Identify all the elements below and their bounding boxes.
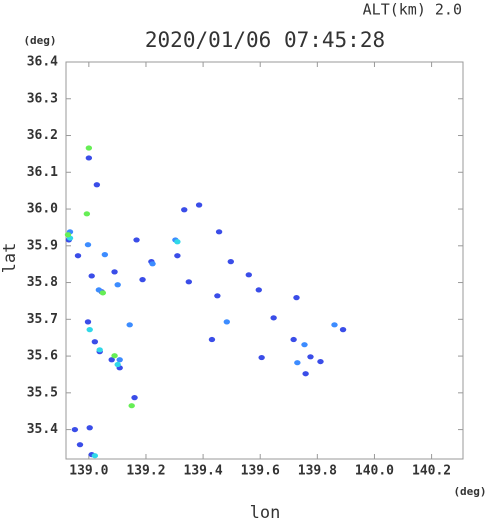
echo-cell <box>294 360 301 366</box>
echo-cell <box>126 322 133 328</box>
echo-cell <box>111 353 118 359</box>
echo-cell <box>208 336 216 343</box>
echo-cell <box>339 327 347 333</box>
y-axis-label: lat <box>0 243 20 274</box>
y-unit: (deg) <box>23 34 56 47</box>
echo-cell <box>86 327 93 333</box>
echo-cell <box>258 354 265 361</box>
x-tick-label: 140.2 <box>412 464 451 479</box>
y-tick-label: 36.1 <box>27 165 58 180</box>
echo-cell <box>301 342 308 348</box>
echo-cell <box>149 261 156 267</box>
x-tick-label: 139.6 <box>241 464 280 479</box>
y-tick-label: 36.0 <box>27 202 58 217</box>
echo-cell <box>139 277 146 283</box>
echo-cell <box>99 290 107 296</box>
x-tick-label: 139.8 <box>298 464 337 479</box>
echo-cell <box>85 145 93 151</box>
echo-cell <box>114 361 121 368</box>
echo-cell <box>88 273 95 279</box>
y-tick-label: 35.8 <box>27 275 58 290</box>
echo-cell <box>245 272 252 278</box>
echo-cell <box>76 442 84 448</box>
echo-cell <box>255 287 262 293</box>
echo-cell <box>174 253 181 259</box>
echo-cell <box>195 202 203 208</box>
echo-cell <box>293 295 300 301</box>
echo-cell <box>227 259 234 265</box>
y-tick-label: 36.4 <box>27 55 58 70</box>
echo-cell <box>96 347 103 353</box>
echo-cell <box>131 395 138 401</box>
echo-cell <box>93 182 101 188</box>
echo-cell <box>181 207 188 213</box>
x-tick-label: 139.4 <box>184 464 223 479</box>
chart-title: 2020/01/06 07:45:28 <box>145 28 385 52</box>
y-tick-label: 36.3 <box>27 91 58 106</box>
y-tick-label: 35.7 <box>27 312 58 327</box>
y-tick-label: 35.4 <box>27 422 58 437</box>
echo-cell <box>108 357 115 363</box>
echo-cell <box>290 336 297 343</box>
y-tick-label: 36.2 <box>27 128 58 143</box>
echo-cell <box>85 155 93 161</box>
y-tick-label: 35.5 <box>27 385 58 400</box>
echo-cell <box>114 282 121 288</box>
echo-cell <box>331 322 338 328</box>
echo-cell <box>91 453 99 459</box>
echo-cell <box>133 237 140 243</box>
echo-cell <box>317 358 324 365</box>
echo-cell <box>84 319 92 325</box>
x-axis-label: lon <box>250 503 281 521</box>
echo-cell <box>302 371 309 377</box>
x-tick-label: 140.0 <box>355 464 394 479</box>
echo-cell <box>101 252 109 258</box>
echo-cell <box>74 253 82 259</box>
echo-cell <box>128 403 135 409</box>
echo-cell <box>71 426 79 433</box>
y-tick-label: 35.6 <box>27 349 58 364</box>
echo-cell <box>223 319 230 325</box>
chart-subtitle: ALT(km) 2.0 <box>363 1 462 19</box>
echo-cell <box>270 315 277 321</box>
echo-cell <box>111 269 118 275</box>
plot-frame <box>65 61 464 460</box>
echo-cell <box>116 357 123 363</box>
x-unit: (deg) <box>453 485 486 498</box>
echo-cell <box>185 279 193 285</box>
echo-cell <box>84 242 92 248</box>
echo-cell <box>215 229 223 235</box>
x-tick-label: 139.0 <box>69 464 108 479</box>
x-tick-label: 139.2 <box>126 464 165 479</box>
echo-cell <box>86 425 93 431</box>
echo-cell <box>214 293 221 299</box>
echo-cell <box>174 239 181 245</box>
echo-cell <box>91 339 99 345</box>
echo-cell <box>83 211 91 217</box>
echo-cell <box>307 354 314 360</box>
echo-cell <box>64 232 72 238</box>
y-tick-label: 35.9 <box>27 238 58 253</box>
